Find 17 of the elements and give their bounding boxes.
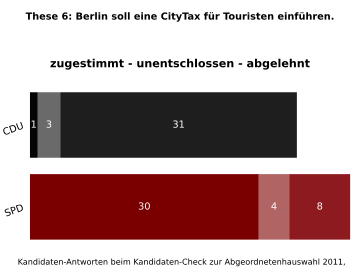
chart-title: These 6: Berlin soll eine CityTax für Touristen einführen. <box>26 12 334 22</box>
data-label: 4 <box>271 202 277 210</box>
data-label: 31 <box>173 120 184 128</box>
bar <box>258 174 290 240</box>
bar <box>289 174 350 240</box>
bar <box>30 174 259 240</box>
y-tick-label: SPD <box>4 204 24 217</box>
bar <box>38 92 60 158</box>
chart-subtitle: zugestimmt - unentschlossen - abgelehnt <box>50 58 310 70</box>
data-label: 1 <box>32 120 36 128</box>
data-label: 3 <box>46 120 52 128</box>
data-label: 8 <box>317 202 322 210</box>
bar <box>30 92 38 158</box>
data-label: 30 <box>138 202 150 210</box>
y-tick-label: CDU <box>2 122 24 136</box>
text: Kandidaten-Antworten beim Kandidaten-Check zur Abgeordnetenhauswahl 2011, <box>18 258 345 266</box>
bar <box>60 92 297 158</box>
